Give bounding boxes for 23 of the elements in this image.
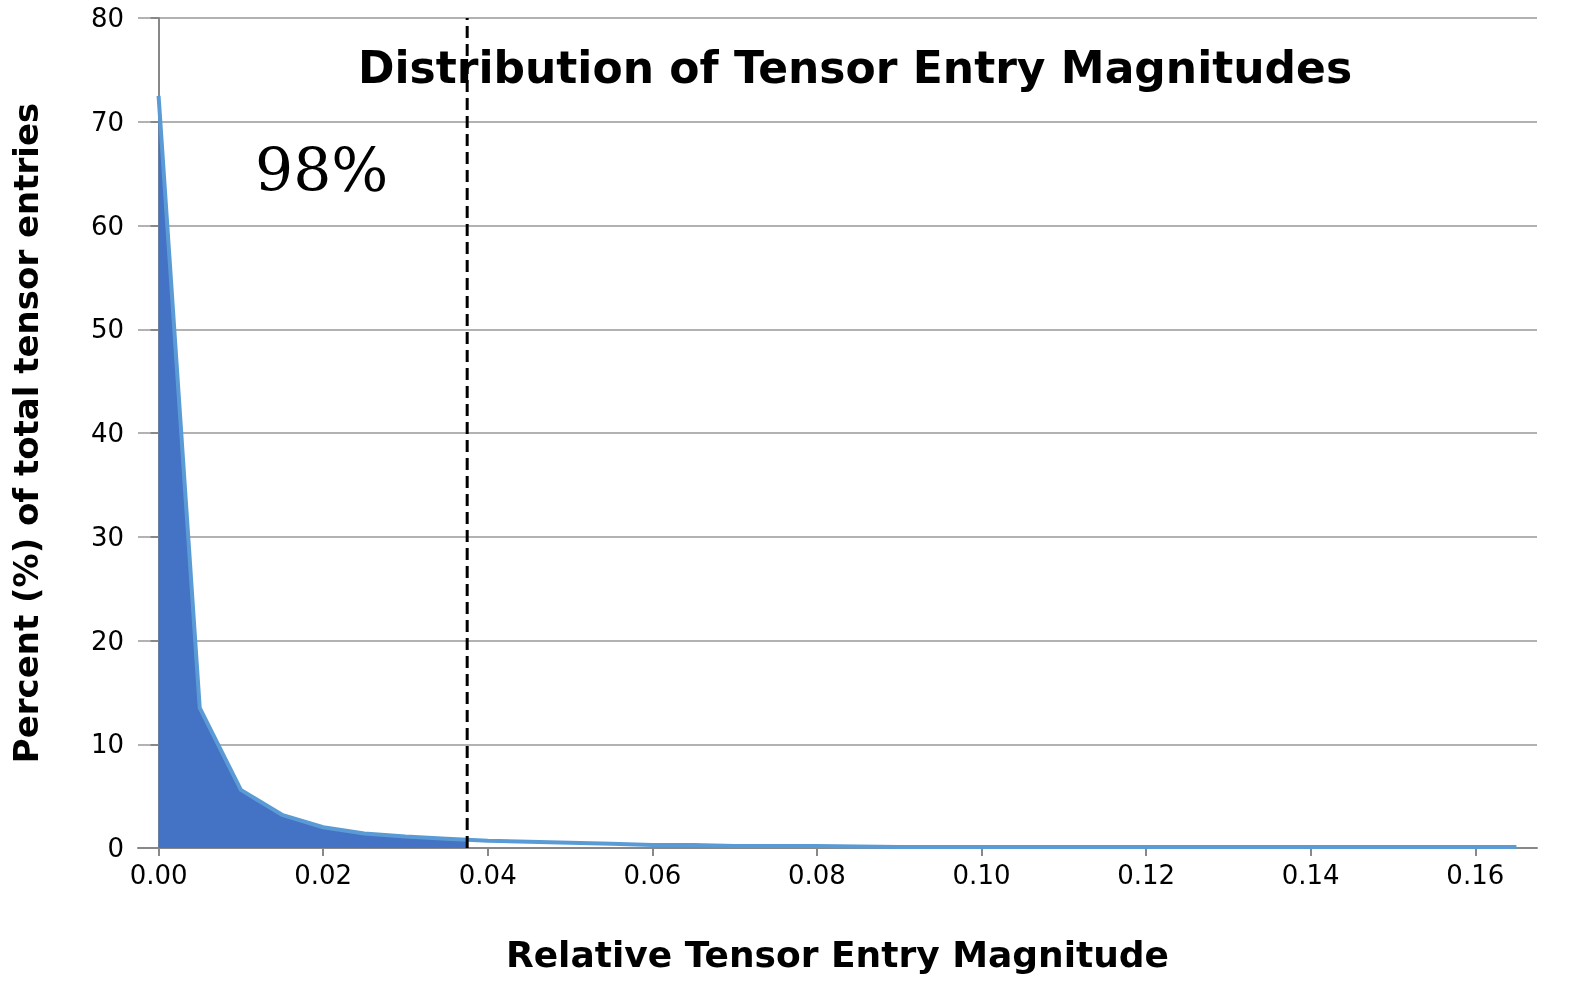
x-tick-label: 0.10 [952,860,1011,890]
y-tick-label: 0 [107,833,124,863]
y-axis-title: Percent (%) of total tensor entries [6,102,46,764]
y-tick-label: 20 [90,625,124,656]
y-tick-label: 30 [90,521,124,552]
x-tick-label: 0.02 [294,860,353,890]
x-axis-title: Relative Tensor Entry Magnitude [505,933,1170,975]
x-tick-label: 0.12 [1117,860,1176,890]
y-tick-label: 80 [90,3,124,33]
y-tick-label: 60 [90,210,124,241]
line-series [156,93,1519,849]
y-tick-label: 10 [90,729,124,760]
annotation: 98% [255,135,389,205]
x-tick-label: 0.14 [1281,860,1340,890]
x-tick-label: 0.16 [1446,860,1505,890]
y-tick-label: 50 [90,314,124,345]
y-tick-label: 40 [90,418,124,448]
text: Distribution of Tensor Entry Magnitudes [357,41,1353,93]
x-tick-label: 0.04 [458,860,517,890]
x-tick-label: 0.00 [129,860,188,890]
y-tick-label: 70 [90,106,124,137]
x-tick-label: 0.06 [623,860,682,890]
x-tick-label: 0.08 [787,860,846,890]
